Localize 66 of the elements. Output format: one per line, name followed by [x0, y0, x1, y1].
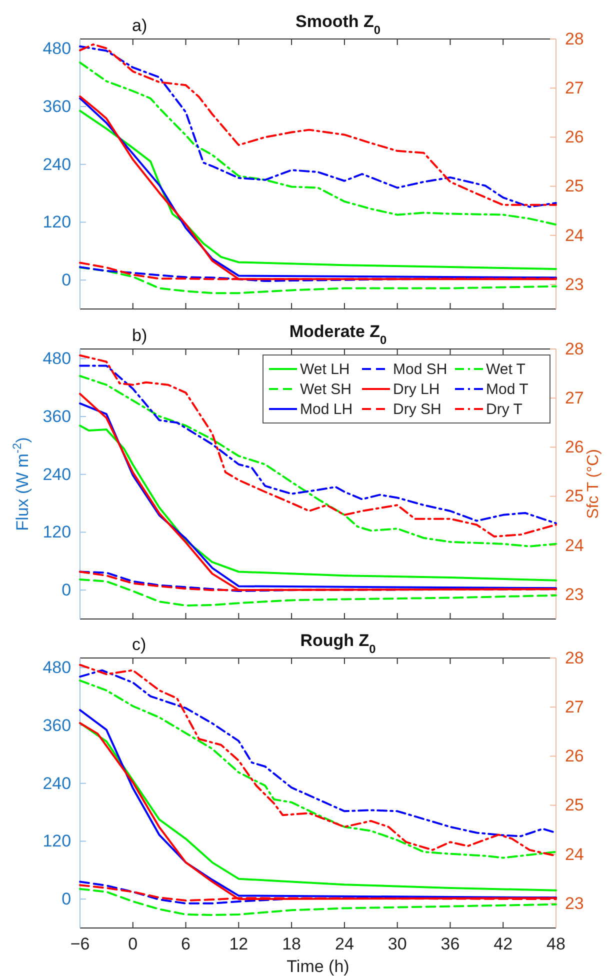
x-tick-label: 24 [334, 934, 354, 954]
y-tick-label: 0 [62, 890, 72, 909]
y2-tick-label: 27 [564, 388, 584, 408]
y2-tick-label: 23 [564, 894, 584, 913]
legend-label: Mod LH [300, 401, 353, 418]
y-tick-label: 480 [42, 349, 72, 368]
y2-axis-title: Sfc T (°C) [585, 449, 602, 519]
legend-label: Wet T [486, 361, 526, 378]
x-axis-title: Time (h) [286, 957, 350, 976]
y2-tick-label: 28 [564, 29, 584, 48]
y2-tick-label: 25 [564, 176, 584, 196]
line-series [79, 578, 557, 606]
y2-tick-label: 28 [564, 339, 584, 358]
line-series [79, 375, 557, 548]
x-tick-label: −6 [70, 934, 90, 954]
y-tick-label: 240 [42, 464, 72, 484]
chart-title: Rough Z$_{0}$ [300, 631, 376, 656]
x-tick-label: 42 [494, 934, 513, 954]
line-series [79, 62, 557, 226]
y-tick-label: 240 [42, 774, 72, 793]
y-tick-label: 360 [42, 406, 72, 426]
legend-label: Wet LH [300, 361, 350, 378]
x-tick-label: 6 [181, 934, 191, 954]
y-tick-label: 120 [42, 832, 72, 851]
legend-label: Wet SH [300, 381, 352, 398]
chart-title: Smooth Z$_{0}$ [295, 12, 381, 37]
y-tick-label: 120 [42, 212, 72, 232]
x-tick-label: 36 [440, 934, 460, 954]
y2-tick-label: 24 [564, 844, 584, 864]
y2-tick-label: 25 [564, 486, 584, 506]
y2-tick-label: 25 [564, 796, 584, 815]
legend-label: Dry LH [393, 381, 440, 398]
y2-tick-label: 26 [564, 438, 584, 457]
legend-label: Dry T [486, 401, 522, 418]
x-tick-label: 48 [546, 934, 566, 954]
line-series [79, 888, 557, 916]
y-tick-label: 0 [62, 270, 72, 290]
y-tick-label: 120 [42, 522, 72, 542]
y-tick-label: 480 [42, 39, 72, 58]
y2-tick-label: 23 [564, 274, 584, 294]
legend-label: Dry SH [393, 401, 442, 418]
line-series [79, 424, 557, 582]
y-tick-label: 360 [42, 96, 72, 116]
y-tick-label: 360 [42, 716, 72, 735]
y2-tick-label: 26 [564, 746, 584, 766]
x-tick-label: 18 [282, 934, 302, 954]
y2-tick-label: 27 [564, 78, 584, 98]
text: c) [132, 635, 146, 654]
y2-tick-label: 26 [564, 128, 584, 147]
y2-tick-label: 23 [564, 584, 584, 604]
text: a) [132, 16, 148, 35]
x-tick-label: 0 [128, 934, 138, 954]
x-tick-label: 30 [388, 934, 407, 954]
y2-tick-label: 28 [564, 648, 584, 668]
y-tick-label: 240 [42, 154, 72, 174]
y2-tick-label: 27 [564, 698, 584, 717]
y-tick-label: 0 [62, 580, 72, 600]
legend-label: Mod SH [393, 361, 448, 378]
chart-title: Moderate Z$_{0}$ [289, 322, 388, 347]
text: b) [132, 326, 148, 345]
line-series [79, 266, 557, 294]
y-tick-label: 480 [42, 658, 72, 678]
legend-label: Mod T [486, 381, 528, 398]
y2-tick-label: 24 [564, 226, 584, 245]
x-tick-label: 12 [229, 934, 248, 954]
y2-tick-label: 24 [564, 536, 584, 555]
